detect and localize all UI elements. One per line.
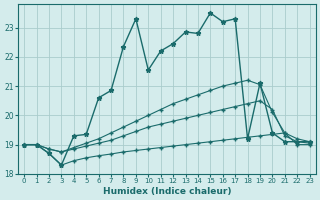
X-axis label: Humidex (Indice chaleur): Humidex (Indice chaleur): [103, 187, 231, 196]
